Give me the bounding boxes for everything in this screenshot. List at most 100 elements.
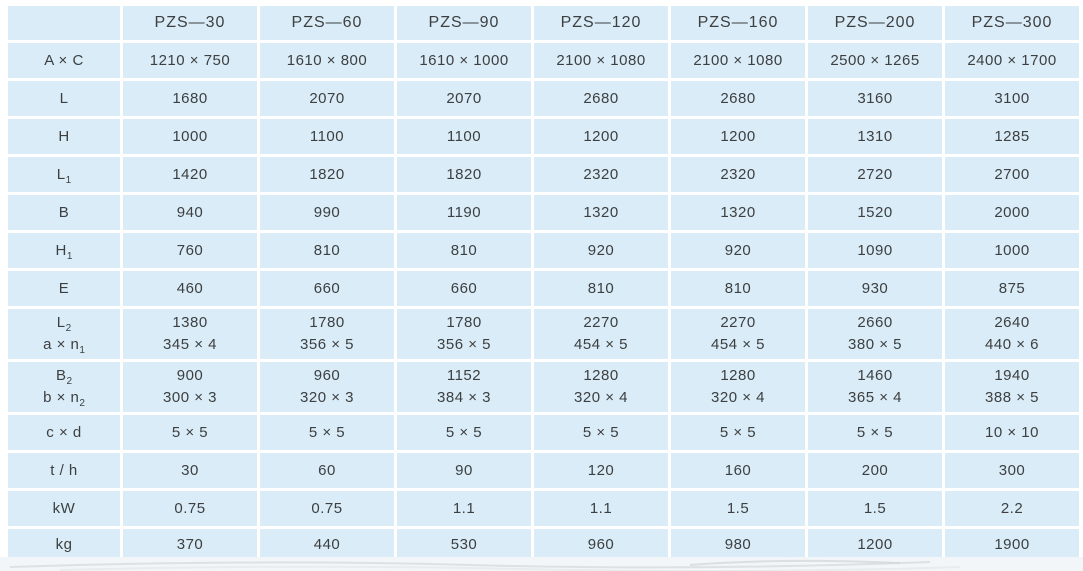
data-cell: 2100 × 1080	[534, 43, 668, 78]
column-header: PZS—200	[808, 6, 942, 40]
row-label: L	[8, 81, 120, 116]
data-cell: 960 320 × 3	[260, 362, 394, 412]
data-cell: 1320	[534, 195, 668, 230]
row-label: kW	[8, 491, 120, 526]
data-cell: 1780 356 × 5	[397, 309, 531, 359]
data-cell: 1285	[945, 119, 1079, 154]
data-cell: 3160	[808, 81, 942, 116]
row-label: c × d	[8, 415, 120, 450]
data-cell: 10 × 10	[945, 415, 1079, 450]
data-cell: 2270 454 × 5	[534, 309, 668, 359]
data-cell: 2720	[808, 157, 942, 192]
data-cell: 1200	[534, 119, 668, 154]
table-row: B 940 990 1190 1320 1320 1520 2000	[8, 195, 1079, 230]
data-cell: 2320	[534, 157, 668, 192]
data-cell: 1610 × 1000	[397, 43, 531, 78]
column-header: PZS—30	[123, 6, 257, 40]
data-cell: 2700	[945, 157, 1079, 192]
data-cell: 1200	[808, 529, 942, 560]
header-row: PZS—30 PZS—60 PZS—90 PZS—120 PZS—160 PZS—200 P…	[8, 6, 1079, 40]
table-row: A × C 1210 × 750 1610 × 800 1610 × 1000 2100…	[8, 43, 1079, 78]
data-cell: 5 × 5	[808, 415, 942, 450]
data-cell: 2270 454 × 5	[671, 309, 805, 359]
data-cell: 1280 320 × 4	[671, 362, 805, 412]
row-label: B	[8, 195, 120, 230]
data-cell: 2320	[671, 157, 805, 192]
data-cell: 370	[123, 529, 257, 560]
data-cell: 960	[534, 529, 668, 560]
data-cell: 2.2	[945, 491, 1079, 526]
column-header: PZS—90	[397, 6, 531, 40]
spec-table: PZS—30 PZS—60 PZS—90 PZS—120 PZS—160 PZS—200 P…	[5, 3, 1082, 563]
data-cell: 660	[260, 271, 394, 306]
data-cell: 1.1	[397, 491, 531, 526]
data-cell: 160	[671, 453, 805, 488]
data-cell: 2070	[260, 81, 394, 116]
data-cell: 1200	[671, 119, 805, 154]
data-cell: 5 × 5	[123, 415, 257, 450]
spec-table-head: PZS—30 PZS—60 PZS—90 PZS—120 PZS—160 PZS—200 P…	[8, 6, 1079, 40]
row-label: t / h	[8, 453, 120, 488]
data-cell: 1100	[260, 119, 394, 154]
data-cell: 440	[260, 529, 394, 560]
column-header: PZS—300	[945, 6, 1079, 40]
data-cell: 0.75	[260, 491, 394, 526]
data-cell: 5 × 5	[671, 415, 805, 450]
data-cell: 2400 × 1700	[945, 43, 1079, 78]
table-row: kW 0.75 0.75 1.1 1.1 1.5 1.5 2.2	[8, 491, 1079, 526]
data-cell: 940	[123, 195, 257, 230]
data-cell: 2100 × 1080	[671, 43, 805, 78]
data-cell: 30	[123, 453, 257, 488]
row-label: H	[8, 119, 120, 154]
data-cell: 1610 × 800	[260, 43, 394, 78]
column-header: PZS—160	[671, 6, 805, 40]
data-cell: 1210 × 750	[123, 43, 257, 78]
column-header: PZS—120	[534, 6, 668, 40]
data-cell: 920	[671, 233, 805, 268]
data-cell: 120	[534, 453, 668, 488]
data-cell: 1460 365 × 4	[808, 362, 942, 412]
data-cell: 900 300 × 3	[123, 362, 257, 412]
row-label: B2 b × n2	[8, 362, 120, 412]
data-cell: 530	[397, 529, 531, 560]
data-cell: 660	[397, 271, 531, 306]
data-cell: 1090	[808, 233, 942, 268]
data-cell: 1900	[945, 529, 1079, 560]
table-row: H1 760 810 810 920 920 1090 1000	[8, 233, 1079, 268]
data-cell: 2680	[534, 81, 668, 116]
table-row: H 1000 1100 1100 1200 1200 1310 1285	[8, 119, 1079, 154]
data-cell: 1820	[260, 157, 394, 192]
data-cell: 460	[123, 271, 257, 306]
data-cell: 810	[397, 233, 531, 268]
data-cell: 2070	[397, 81, 531, 116]
data-cell: 990	[260, 195, 394, 230]
data-cell: 5 × 5	[397, 415, 531, 450]
data-cell: 930	[808, 271, 942, 306]
table-row: kg 370 440 530 960 980 1200 1900	[8, 529, 1079, 560]
row-label: L2 a × n1	[8, 309, 120, 359]
data-cell: 2680	[671, 81, 805, 116]
data-cell: 1.5	[808, 491, 942, 526]
data-cell: 1000	[945, 233, 1079, 268]
data-cell: 980	[671, 529, 805, 560]
data-cell: 875	[945, 271, 1079, 306]
data-cell: 3100	[945, 81, 1079, 116]
data-cell: 1100	[397, 119, 531, 154]
data-cell: 2500 × 1265	[808, 43, 942, 78]
data-cell: 5 × 5	[534, 415, 668, 450]
data-cell: 1520	[808, 195, 942, 230]
data-cell: 200	[808, 453, 942, 488]
data-cell: 2640 440 × 6	[945, 309, 1079, 359]
data-cell: 810	[534, 271, 668, 306]
data-cell: 1310	[808, 119, 942, 154]
data-cell: 1320	[671, 195, 805, 230]
data-cell: 60	[260, 453, 394, 488]
data-cell: 1152 384 × 3	[397, 362, 531, 412]
row-label: L1	[8, 157, 120, 192]
table-row: L 1680 2070 2070 2680 2680 3160 3100	[8, 81, 1079, 116]
data-cell: 300	[945, 453, 1079, 488]
data-cell: 810	[260, 233, 394, 268]
data-cell: 810	[671, 271, 805, 306]
